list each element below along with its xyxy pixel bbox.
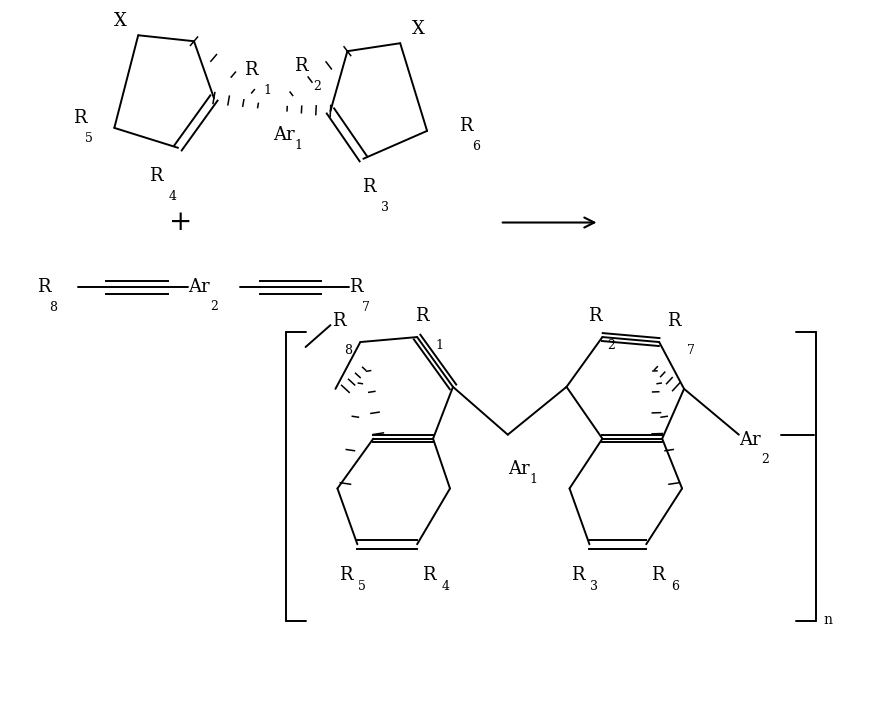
Text: R: R	[332, 312, 345, 330]
Text: R: R	[651, 566, 665, 584]
Text: 6: 6	[671, 580, 679, 593]
Text: R: R	[416, 307, 429, 325]
Text: Ar: Ar	[272, 126, 294, 144]
Text: R: R	[339, 566, 352, 584]
Text: X: X	[114, 12, 126, 30]
Text: 5: 5	[85, 132, 93, 145]
Text: R: R	[571, 566, 584, 584]
Text: R: R	[150, 167, 163, 185]
Text: +: +	[169, 209, 193, 236]
Text: 6: 6	[472, 140, 480, 153]
Text: 1: 1	[530, 472, 538, 486]
Text: 5: 5	[358, 580, 366, 593]
Text: 7: 7	[362, 301, 370, 314]
Text: 1: 1	[295, 139, 303, 152]
Text: R: R	[588, 307, 601, 325]
Text: R: R	[422, 566, 435, 584]
Text: 2: 2	[761, 452, 769, 466]
Text: Ar: Ar	[188, 279, 210, 296]
Text: R: R	[362, 177, 375, 196]
Text: R: R	[349, 279, 363, 296]
Text: Ar: Ar	[739, 431, 761, 449]
Text: R: R	[73, 109, 86, 127]
Text: X: X	[412, 21, 425, 38]
Text: Ar: Ar	[508, 460, 530, 478]
Text: R: R	[668, 312, 681, 330]
Text: 7: 7	[687, 344, 695, 357]
Text: 2: 2	[314, 80, 322, 93]
Text: 8: 8	[344, 344, 352, 357]
Text: R: R	[459, 117, 472, 135]
Text: 2: 2	[210, 300, 218, 313]
Text: 1: 1	[263, 84, 271, 97]
Text: R: R	[37, 279, 50, 296]
Text: 3: 3	[590, 580, 599, 593]
Text: 8: 8	[49, 301, 57, 314]
Text: 1: 1	[435, 339, 443, 352]
Text: 4: 4	[442, 580, 450, 593]
Text: n: n	[823, 613, 832, 627]
Text: R: R	[244, 61, 257, 79]
Text: 4: 4	[169, 189, 177, 203]
Text: 2: 2	[607, 339, 616, 352]
Text: 3: 3	[382, 201, 389, 214]
Text: R: R	[294, 57, 307, 75]
